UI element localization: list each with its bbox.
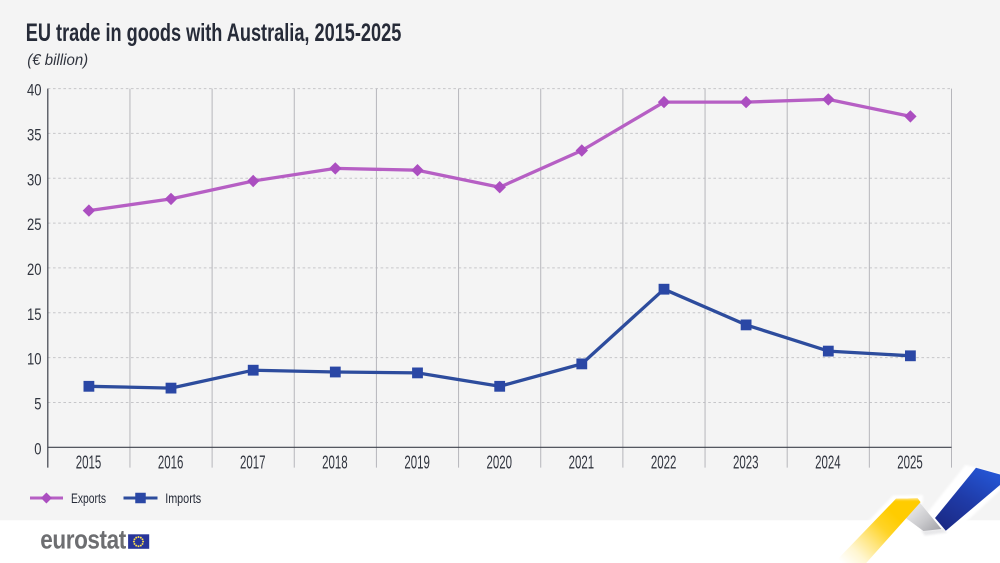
svg-text:0: 0 xyxy=(34,440,41,458)
svg-text:2020: 2020 xyxy=(487,452,513,473)
svg-text:Imports: Imports xyxy=(165,491,201,506)
svg-text:(€ billion): (€ billion) xyxy=(27,52,88,69)
svg-text:Exports: Exports xyxy=(71,491,106,506)
svg-text:20: 20 xyxy=(27,261,42,279)
svg-text:5: 5 xyxy=(34,396,41,414)
svg-text:2018: 2018 xyxy=(322,452,348,473)
svg-text:10: 10 xyxy=(27,351,42,369)
svg-text:2021: 2021 xyxy=(569,452,595,473)
svg-text:2025: 2025 xyxy=(897,452,923,473)
svg-text:35: 35 xyxy=(27,127,42,145)
svg-text:40: 40 xyxy=(27,82,42,100)
svg-text:2022: 2022 xyxy=(651,452,677,473)
svg-text:eurostat: eurostat xyxy=(40,525,126,555)
svg-text:15: 15 xyxy=(27,306,42,324)
svg-text:2023: 2023 xyxy=(733,452,759,473)
svg-text:2019: 2019 xyxy=(404,452,430,473)
svg-text:EU trade in goods with Austral: EU trade in goods with Australia, 2015-2… xyxy=(26,19,402,47)
svg-text:2017: 2017 xyxy=(240,452,266,473)
svg-text:30: 30 xyxy=(27,171,42,189)
svg-text:2016: 2016 xyxy=(158,452,184,473)
svg-text:25: 25 xyxy=(27,216,42,234)
svg-text:2015: 2015 xyxy=(76,452,102,473)
svg-text:2024: 2024 xyxy=(815,452,841,473)
